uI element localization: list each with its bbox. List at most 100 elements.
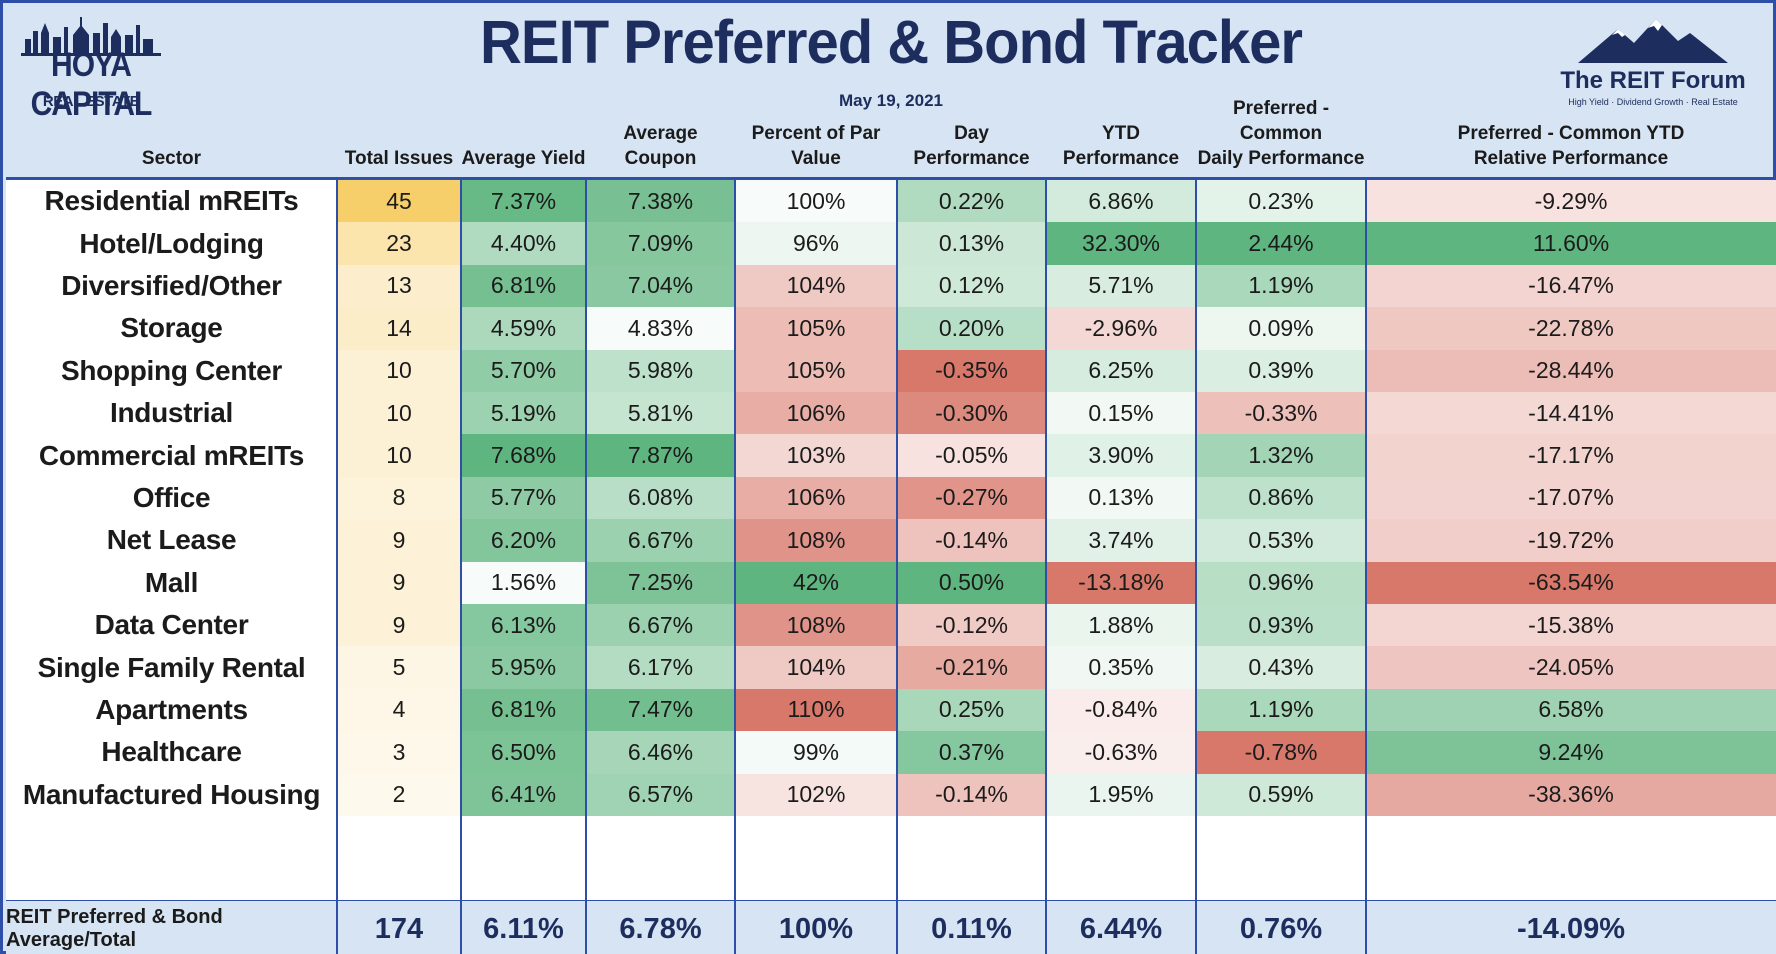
column-header-ytd-performance: YTD Performance [1046, 115, 1196, 175]
average-coupon-cell: 6.67% [586, 519, 735, 562]
day-performance-cell: 0.37% [897, 731, 1046, 774]
table-row: Healthcare 3 6.50% 6.46% 99% 0.37% -0.63% -0.78… [6, 731, 1776, 774]
pref-common-daily-cell: 1.19% [1196, 264, 1366, 308]
total-issues-cell: 13 [337, 264, 461, 308]
percent-of-par-cell: 110% [735, 688, 897, 732]
table-row: Single Family Rental 5 5.95% 6.17% 104% -0.21… [6, 646, 1776, 689]
ytd-performance-cell: -2.96% [1046, 307, 1196, 350]
average-yield-cell: 6.41% [461, 773, 586, 816]
day-performance-cell: -0.14% [897, 773, 1046, 816]
percent-of-par-cell: 42% [735, 561, 897, 604]
table-header-row: Sector Total Issues Average Yield Average C… [6, 98, 1776, 175]
percent-of-par-cell: 103% [735, 434, 897, 477]
sector-name-cell: Diversified/Other [61, 269, 282, 301]
total-issues-cell: 3 [337, 731, 461, 774]
day-performance-cell: 0.50% [897, 561, 1046, 604]
table-row: Diversified/Other 13 6.81% 7.04% 104% 0.12% 5.… [6, 264, 1776, 308]
pref-common-ytd-cell: -24.05% [1366, 646, 1776, 689]
skyline-icon [21, 17, 161, 56]
ytd-performance-cell: -13.18% [1046, 561, 1196, 604]
total-pref-common-daily-cell: 0.76% [1239, 912, 1323, 945]
table-row: Residential mREITs 45 7.37% 7.38% 100% 0.22% 6… [6, 180, 1776, 223]
pref-common-ytd-cell: -28.44% [1366, 349, 1776, 392]
average-coupon-cell: 5.98% [586, 349, 735, 392]
percent-of-par-cell: 104% [735, 646, 897, 689]
reit-forum-logo: The REIT Forum High Yield · Dividend Gro… [1558, 15, 1748, 111]
column-header-label: Average Yield [461, 148, 586, 169]
day-performance-cell: -0.12% [897, 604, 1046, 647]
table-total-row: REIT Preferred & Bond Average/Total 174 6.… [6, 901, 1776, 954]
pref-common-ytd-cell: 9.24% [1366, 731, 1776, 774]
day-performance-cell: -0.35% [897, 349, 1046, 392]
total-average-coupon-cell: 6.78% [619, 912, 702, 945]
total-issues-cell: 10 [337, 349, 461, 392]
average-yield-cell: 5.70% [461, 349, 586, 392]
total-issues-cell: 5 [337, 646, 461, 689]
column-header-label: Preferred - Common YTD Relative Performan… [1457, 123, 1685, 169]
table-row: Net Lease 9 6.20% 6.67% 108% -0.14% 3.74% 0.53%… [6, 519, 1776, 562]
pref-common-ytd-cell: -19.72% [1366, 519, 1776, 562]
average-yield-cell: 4.59% [461, 307, 586, 350]
pref-common-ytd-cell: 6.58% [1366, 688, 1776, 732]
pref-common-daily-cell: 0.59% [1196, 773, 1366, 816]
average-yield-cell: 6.20% [461, 519, 586, 562]
table-row: Manufactured Housing 2 6.41% 6.57% 102% -0.14… [6, 773, 1776, 816]
percent-of-par-cell: 102% [735, 773, 897, 816]
hoya-capital-logo: HOYA CAPITAL REAL ESTATE [21, 13, 161, 123]
sector-name-cell: Data Center [94, 609, 249, 641]
hoya-logo-text: HOYA CAPITAL [30, 45, 153, 123]
day-performance-cell: 0.25% [897, 688, 1046, 732]
sector-name-cell: Industrial [109, 397, 233, 429]
day-performance-cell: -0.05% [897, 434, 1046, 477]
pref-common-ytd-cell: -17.17% [1366, 434, 1776, 477]
average-yield-cell: 5.77% [461, 476, 586, 520]
mountain-icon [1578, 19, 1728, 63]
column-header-label: Average Coupon [623, 123, 698, 169]
total-issues-cell: 23 [337, 222, 461, 265]
sector-name-cell: Residential mREITs [44, 185, 299, 217]
percent-of-par-cell: 96% [735, 222, 897, 265]
percent-of-par-cell: 99% [735, 731, 897, 774]
average-yield-cell: 4.40% [461, 222, 586, 265]
column-divider [896, 177, 898, 954]
total-issues-cell: 9 [337, 519, 461, 562]
column-divider [1045, 177, 1047, 954]
average-yield-cell: 7.37% [461, 180, 586, 223]
total-issues-cell: 45 [337, 180, 461, 223]
total-percent-of-par-cell: 100% [778, 912, 854, 945]
column-header-label: Sector [141, 148, 202, 169]
day-performance-cell: 0.12% [897, 264, 1046, 308]
average-yield-cell: 1.56% [461, 561, 586, 604]
column-header-day-performance: Day Performance [897, 115, 1046, 175]
sector-name-cell: Shopping Center [60, 354, 283, 386]
sector-name-cell: Manufactured Housing [22, 778, 321, 810]
column-header-pref-common-daily: Preferred - Common Daily Performance [1196, 98, 1366, 175]
pref-common-daily-cell: 0.86% [1196, 476, 1366, 520]
pref-common-daily-cell: 0.53% [1196, 519, 1366, 562]
sector-name-cell: Storage [120, 312, 223, 344]
total-label-cell: REIT Preferred & Bond Average/Total [6, 906, 223, 951]
ytd-performance-cell: 0.35% [1046, 646, 1196, 689]
pref-common-ytd-cell: -17.07% [1366, 476, 1776, 520]
percent-of-par-cell: 106% [735, 476, 897, 520]
pref-common-ytd-cell: -9.29% [1366, 180, 1776, 223]
pref-common-ytd-cell: -15.38% [1366, 604, 1776, 647]
column-header-label: Day Performance [913, 123, 1030, 169]
column-header-sector: Sector [6, 115, 337, 175]
pref-common-ytd-cell: -16.47% [1366, 264, 1776, 308]
average-coupon-cell: 7.09% [586, 222, 735, 265]
reit-forum-tagline: High Yield · Dividend Growth · Real Esta… [1568, 97, 1738, 107]
average-coupon-cell: 7.87% [586, 434, 735, 477]
total-issues-cell: 14 [337, 307, 461, 350]
column-divider [460, 177, 462, 954]
average-coupon-cell: 7.38% [586, 180, 735, 223]
column-header-label: Percent of Par Value [751, 123, 881, 169]
average-yield-cell: 7.68% [461, 434, 586, 477]
pref-common-ytd-cell: -63.54% [1366, 561, 1776, 604]
column-header-average-yield: Average Yield [461, 115, 586, 175]
table-row: Data Center 9 6.13% 6.67% 108% -0.12% 1.88% 0.9… [6, 604, 1776, 647]
pref-common-ytd-cell: 11.60% [1366, 222, 1776, 265]
total-issues-cell: 2 [337, 773, 461, 816]
